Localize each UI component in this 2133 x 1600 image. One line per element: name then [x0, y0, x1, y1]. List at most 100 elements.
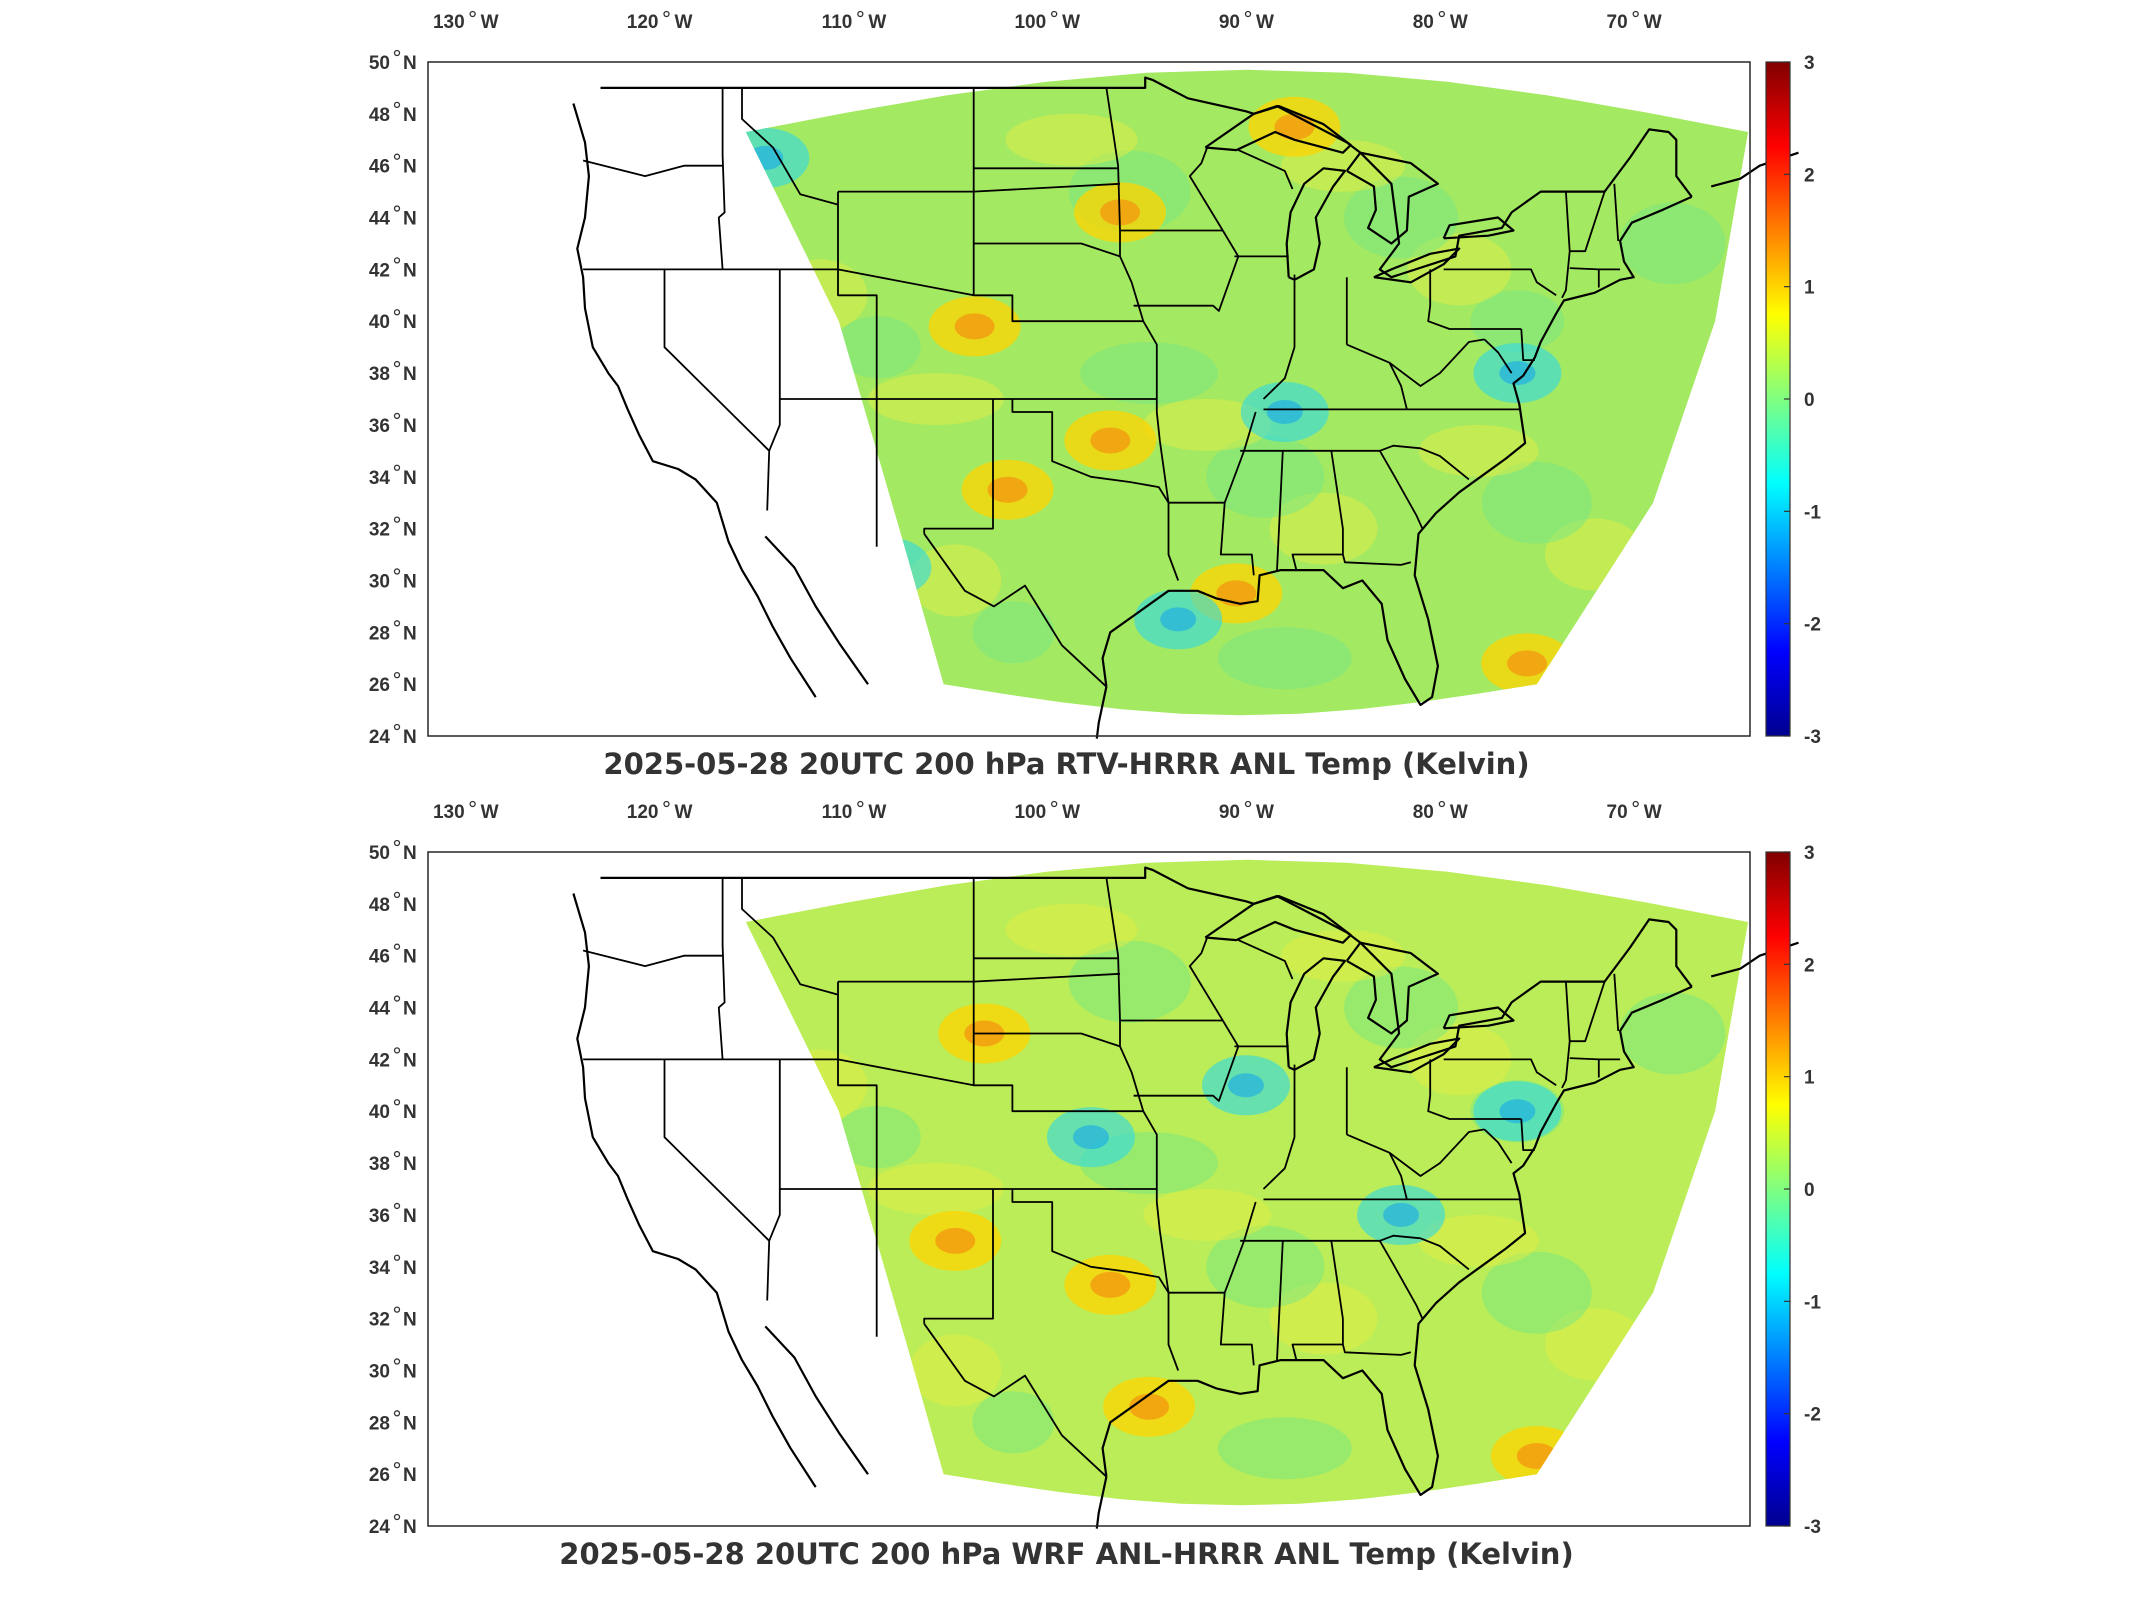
state-border [1613, 183, 1620, 241]
field-mottle [1217, 1417, 1352, 1480]
state-border [1483, 1128, 1513, 1164]
state-border [973, 1032, 1121, 1048]
degree-symbol [393, 723, 401, 731]
lat-suffix: N [403, 312, 417, 333]
coastline [572, 103, 722, 517]
lon-suffix: W [1256, 12, 1274, 33]
map-title: 2025-05-28 20UTC 200 hPa WRF ANL-HRRR AN… [559, 1537, 1574, 1571]
state-border [1569, 981, 1606, 1043]
colorbar-tick-label: -3 [1804, 1517, 1821, 1538]
state-border [1188, 937, 1224, 1021]
great-lake [1204, 894, 1352, 944]
field-mottle [1005, 113, 1138, 166]
boundary-layer [572, 76, 1799, 739]
warm-anomaly-core [1090, 1271, 1131, 1298]
coastline [1095, 686, 1108, 739]
lon-suffix: W [674, 802, 692, 823]
state-border [1276, 450, 1284, 571]
degree-symbol [1438, 10, 1446, 18]
lon-tick-label: 80 [1413, 802, 1434, 823]
lon-tick-label: 120 [627, 802, 659, 823]
lat-suffix: N [403, 209, 417, 230]
field-mottle [1481, 461, 1592, 544]
lat-suffix: N [403, 364, 417, 385]
coastline [764, 535, 869, 685]
degree-symbol [393, 1358, 401, 1365]
degree-symbol [857, 800, 864, 808]
warm-anomaly-core [935, 1227, 976, 1254]
lat-suffix: N [403, 999, 417, 1020]
cool-anomaly-core [1160, 607, 1197, 632]
degree-symbol [393, 1462, 401, 1469]
lat-tick-label: 50 [369, 53, 390, 74]
state-border [1427, 269, 1522, 330]
cool-anomaly-core [1266, 399, 1303, 424]
state-border [1011, 399, 1170, 504]
lat-suffix: N [403, 1154, 417, 1175]
lon-tick-label: 70 [1607, 802, 1628, 823]
state-border [1119, 1020, 1158, 1202]
lon-tick-label: 130 [433, 802, 465, 823]
great-lake [1285, 957, 1347, 1071]
degree-symbol [393, 1513, 401, 1521]
state-border [1520, 1118, 1535, 1152]
coastline [1101, 195, 1693, 707]
field-mottle [760, 632, 841, 685]
lat-suffix: N [403, 157, 417, 178]
lat-tick-label: 50 [369, 843, 390, 864]
field-mottle [1068, 940, 1191, 1023]
degree-symbol [857, 10, 864, 18]
state-border [1011, 1189, 1170, 1294]
field-mottle [1143, 398, 1272, 451]
lon-suffix: W [868, 802, 886, 823]
plot-frame [427, 61, 1751, 737]
colorbar-tick-label: 0 [1804, 390, 1815, 411]
lat-tick-label: 32 [369, 520, 390, 541]
field-mottle [1206, 1225, 1325, 1308]
lat-suffix: N [403, 416, 417, 437]
degree-symbol [393, 1047, 401, 1054]
state-border [1379, 444, 1470, 481]
lat-suffix: N [403, 571, 417, 592]
degree-symbol [393, 516, 401, 523]
lat-tick-label: 48 [369, 105, 390, 126]
degree-symbol [393, 672, 401, 679]
state-border [1346, 343, 1408, 410]
field-mottle [1608, 575, 1699, 638]
lon-suffix: W [1062, 12, 1080, 33]
degree-symbol [1632, 10, 1639, 18]
lat-tick-label: 26 [369, 675, 390, 696]
field-mottle [1217, 627, 1352, 690]
state-border [923, 1323, 1108, 1478]
degree-symbol [1051, 800, 1058, 808]
lon-tick-label: 110 [822, 12, 853, 33]
colorbar-tick-label: -3 [1804, 727, 1821, 748]
state-border [1105, 877, 1223, 1022]
degree-symbol [469, 800, 476, 808]
cool-anomaly-core [869, 555, 906, 580]
lon-tick-label: 90 [1219, 12, 1240, 33]
state-border [973, 242, 1121, 258]
cool-anomaly-core [1072, 1125, 1109, 1150]
degree-symbol [393, 1306, 401, 1313]
state-border [1379, 1234, 1470, 1271]
degree-symbol [393, 412, 401, 420]
boundary-layer [572, 866, 1799, 1529]
field-mottle [1481, 1251, 1592, 1334]
state-border [1276, 1240, 1284, 1361]
state-border [1388, 1128, 1485, 1177]
lat-suffix: N [403, 1102, 417, 1123]
degree-symbol [393, 101, 401, 108]
lat-tick-label: 30 [369, 571, 390, 592]
state-border [1346, 1133, 1408, 1200]
state-border [1105, 87, 1223, 232]
colorbar-tick-label: 2 [1804, 165, 1815, 186]
field-mottle [1143, 1188, 1272, 1241]
field-mottle [834, 1106, 921, 1169]
degree-symbol [393, 1410, 401, 1417]
degree-symbol [393, 891, 401, 898]
coastline [600, 76, 1693, 279]
colorbar-tick-label: 2 [1804, 955, 1815, 976]
state-border [663, 269, 770, 452]
lat-tick-label: 42 [369, 1050, 390, 1071]
